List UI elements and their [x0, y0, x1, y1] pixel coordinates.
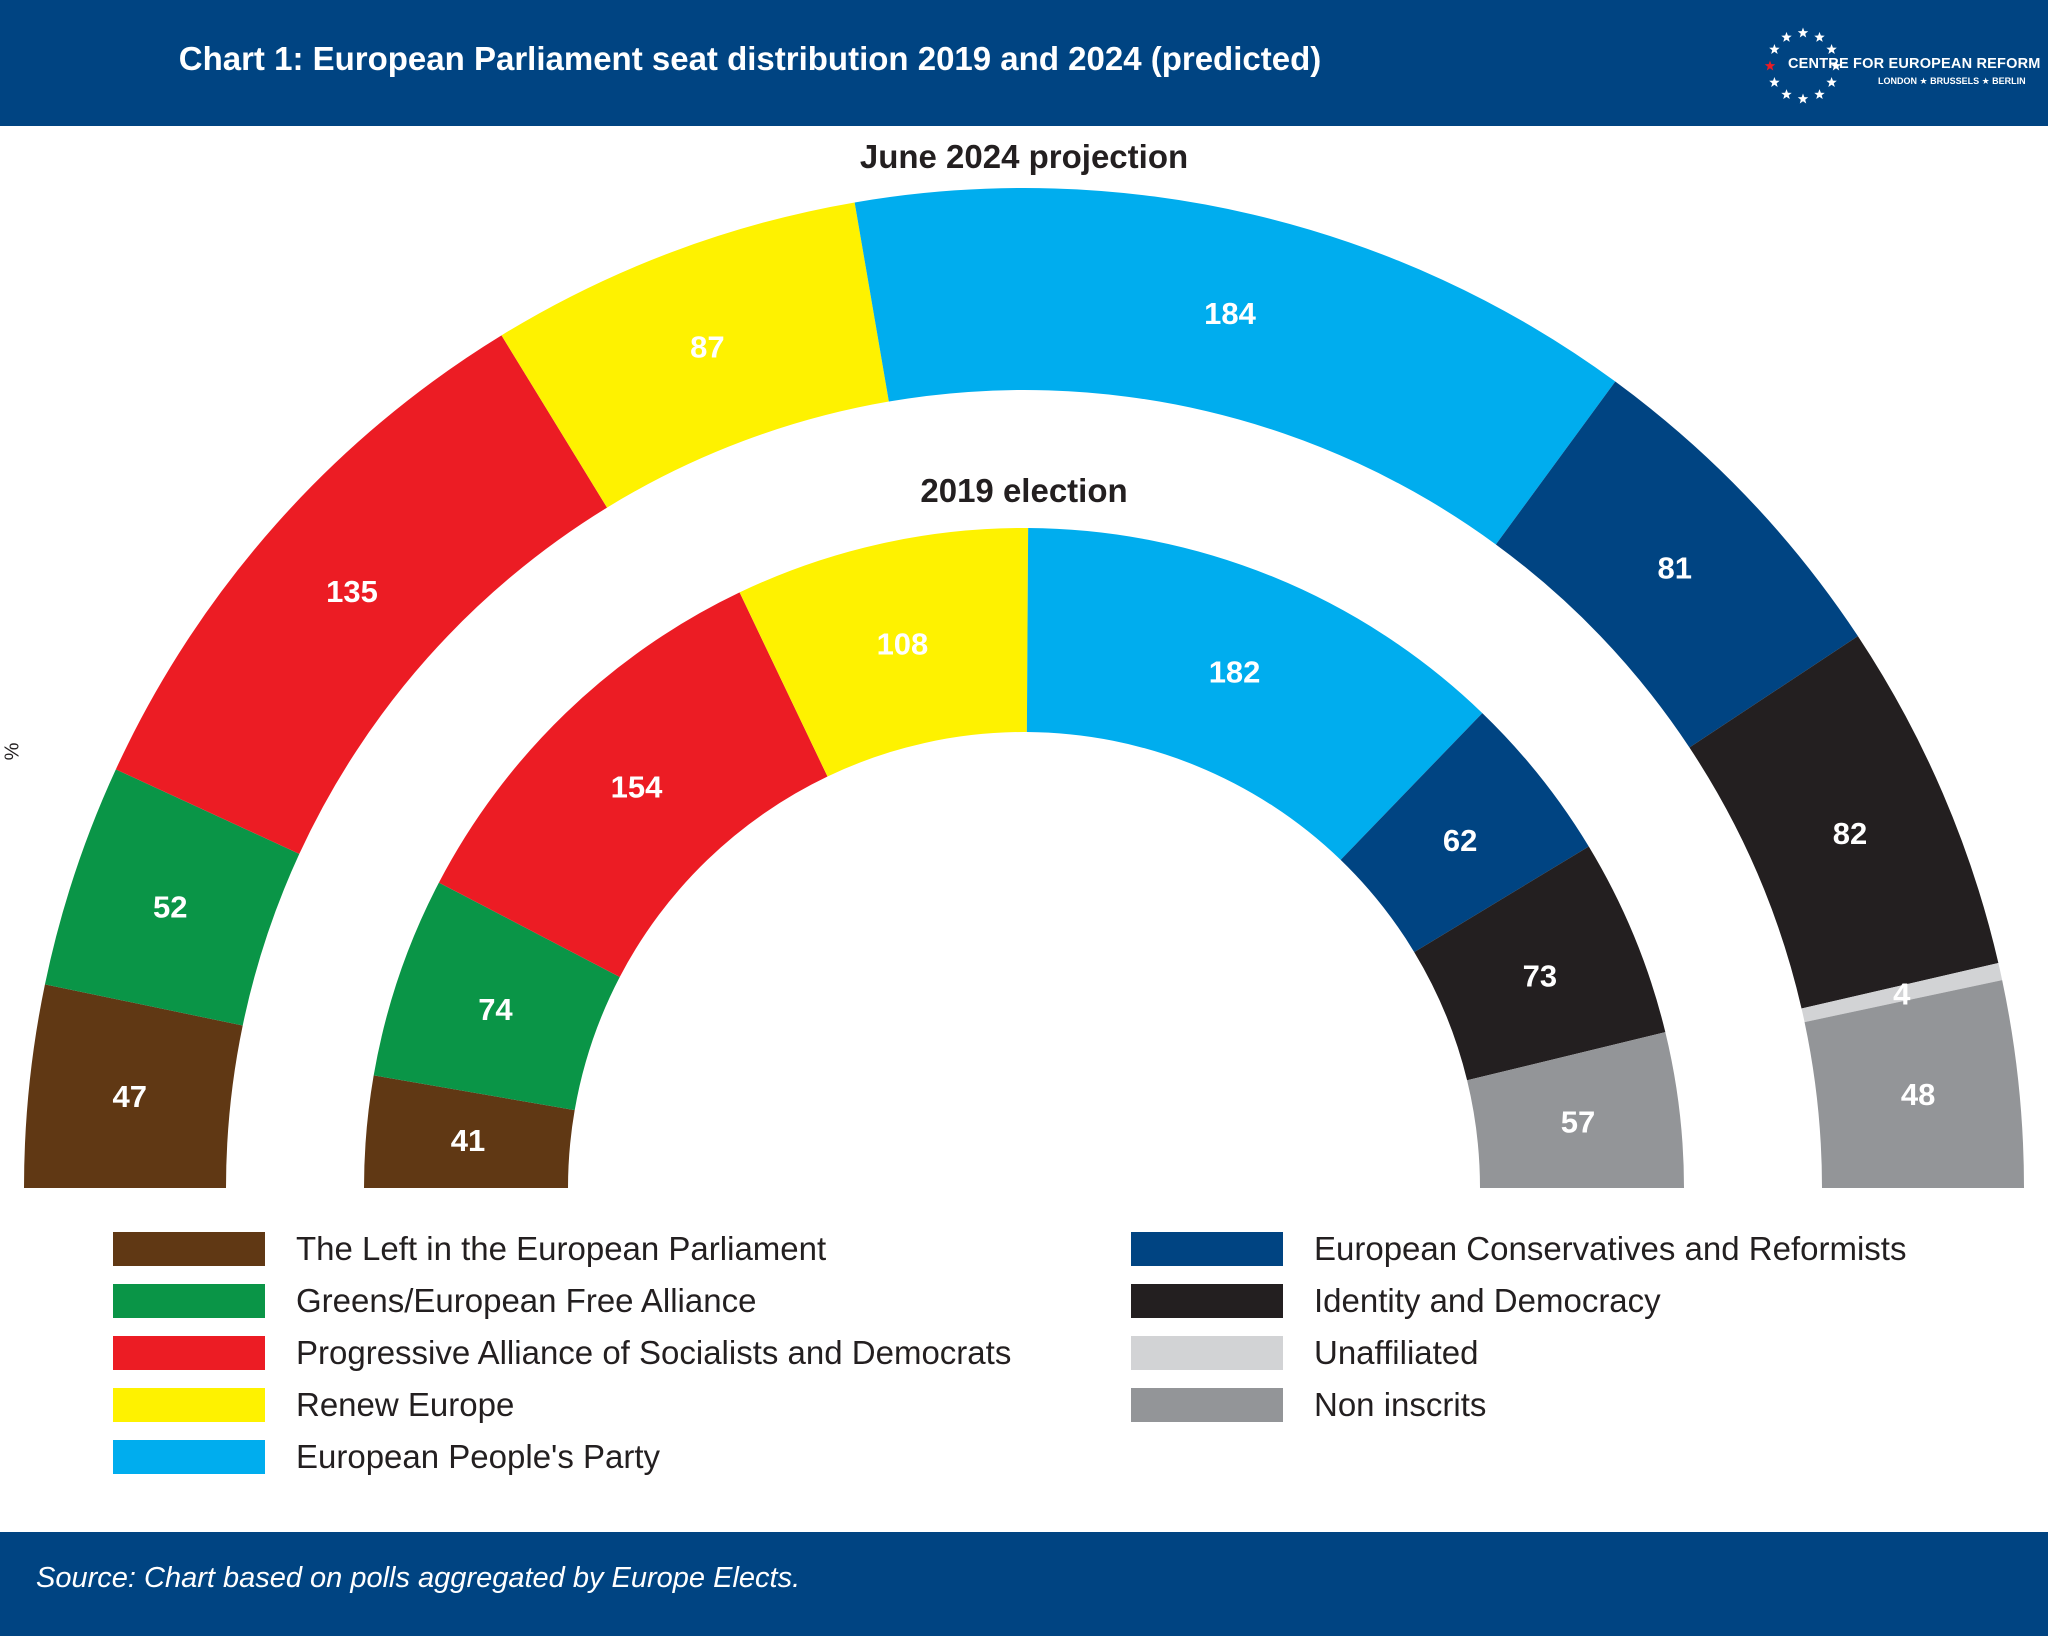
star-icon [1797, 27, 1809, 38]
star-icon [1826, 77, 1837, 87]
label-layer: 47 52 135 87 184 81 82 4 48 41 74 154 108 182 62 73 57 [112, 296, 1935, 1158]
outer-label-identity-and-democracy: 82 [1833, 816, 1867, 851]
inner-segment-renew-europe [739, 528, 1029, 777]
legend-label: Unaffiliated [1314, 1334, 1479, 1371]
star-icon [1814, 31, 1825, 42]
outer-segment-greens-european-free-alliance [44, 769, 300, 1026]
legend-swatch [1131, 1284, 1283, 1318]
star-icon [1830, 60, 1842, 71]
inner-label-renew-europe: 108 [877, 626, 929, 661]
outer-segment-the-left-in-the-european-parliament [24, 984, 243, 1188]
legend-swatch [113, 1284, 265, 1318]
outer-label-european-conservatives-and-reformists: 81 [1658, 551, 1692, 586]
outer-segment-progressive-alliance-of-socialists-and-democrats [115, 335, 608, 854]
legend-label: The Left in the European Parliament [296, 1230, 827, 1267]
legend-swatch [1131, 1232, 1283, 1266]
star-icon [1764, 60, 1776, 71]
outer-label-unaffiliated: 4 [1893, 976, 1911, 1011]
legend-label: European People's Party [296, 1438, 661, 1475]
legend-swatch [113, 1440, 265, 1474]
outer-segment-unaffiliated [1801, 963, 2003, 1023]
outer-ring-title: June 2024 projection [860, 138, 1188, 175]
legend-label: Non inscrits [1314, 1386, 1487, 1423]
inner-segment-progressive-alliance-of-socialists-and-democrats [438, 592, 828, 977]
chart-title: Chart 1: European Parliament seat distri… [178, 40, 1322, 77]
inner-label-the-left-in-the-european-parliament: 41 [451, 1123, 485, 1158]
inner-label-non-inscrits: 57 [1561, 1105, 1595, 1140]
star-icon [1826, 44, 1837, 54]
star-icon [1781, 89, 1792, 100]
legend-label: Identity and Democracy [1314, 1282, 1661, 1319]
side-mark: % [1, 742, 24, 761]
outer-label-non-inscrits: 48 [1901, 1077, 1935, 1112]
outer-segment-identity-and-democracy [1689, 636, 1999, 1009]
seat-chart: 47 52 135 87 184 81 82 4 48 41 74 154 108 182 62 73 57 J… [24, 138, 2024, 1188]
legend: The Left in the European Parliament Green… [0, 1230, 2048, 1500]
legend-label: Greens/European Free Alliance [296, 1282, 757, 1319]
legend-label: Renew Europe [296, 1386, 515, 1423]
legend-swatch [1131, 1388, 1283, 1422]
star-icon [1781, 31, 1792, 42]
cer-logo: CENTRE FOR EUROPEAN REFORM LONDON ★ BRUS… [1760, 22, 2040, 108]
logo-cities: LONDON ★ BRUSSELS ★ BERLIN [1878, 76, 2026, 86]
star-icon [1797, 93, 1809, 104]
eu-stars-icon [1764, 27, 1842, 104]
legend-swatch [1131, 1336, 1283, 1370]
outer-segment-non-inscrits [1804, 980, 2024, 1188]
outer-segment-renew-europe [501, 202, 889, 508]
inner-label-progressive-alliance-of-socialists-and-democrats: 154 [611, 769, 663, 804]
legend-swatch [113, 1336, 265, 1370]
inner-label-identity-and-democracy: 73 [1523, 958, 1557, 993]
inner-label-greens-european-free-alliance: 74 [478, 992, 513, 1027]
inner-segment-greens-european-free-alliance [373, 882, 620, 1111]
legend-label: European Conservatives and Reformists [1314, 1230, 1907, 1267]
inner-segment-non-inscrits [1467, 1032, 1684, 1188]
legend-swatch [113, 1232, 265, 1266]
header-bar: Chart 1: European Parliament seat distri… [0, 0, 2048, 126]
legend-swatch [113, 1388, 265, 1422]
inner-segment-european-conservatives-and-reformists [1340, 713, 1589, 953]
outer-label-renew-europe: 87 [690, 330, 724, 365]
outer-label-european-people-s-party: 184 [1204, 296, 1256, 331]
star-icon [1814, 89, 1825, 100]
outer-segment-european-conservatives-and-reformists [1495, 381, 1858, 748]
inner-segment-european-people-s-party [1026, 528, 1483, 860]
star-icon [1769, 44, 1780, 54]
inner-label-european-people-s-party: 182 [1209, 654, 1261, 689]
star-icon [1769, 77, 1780, 87]
legend-label: Progressive Alliance of Socialists and D… [296, 1334, 1012, 1371]
outer-label-greens-european-free-alliance: 52 [153, 889, 187, 924]
inner-segment-identity-and-democracy [1414, 846, 1666, 1081]
outer-label-progressive-alliance-of-socialists-and-democrats: 135 [326, 574, 378, 609]
footer-bar: Source: Chart based on polls aggregated … [0, 1532, 2048, 1636]
outer-label-the-left-in-the-european-parliament: 47 [112, 1079, 146, 1114]
arc-layer [24, 188, 2024, 1188]
inner-ring-title: 2019 election [920, 472, 1127, 509]
inner-label-european-conservatives-and-reformists: 62 [1443, 823, 1477, 858]
outer-segment-european-people-s-party [854, 188, 1616, 545]
source-note: Source: Chart based on polls aggregated … [36, 1562, 801, 1594]
logo-name: CENTRE FOR EUROPEAN REFORM [1788, 56, 2041, 72]
inner-segment-the-left-in-the-european-parliament [364, 1075, 575, 1188]
